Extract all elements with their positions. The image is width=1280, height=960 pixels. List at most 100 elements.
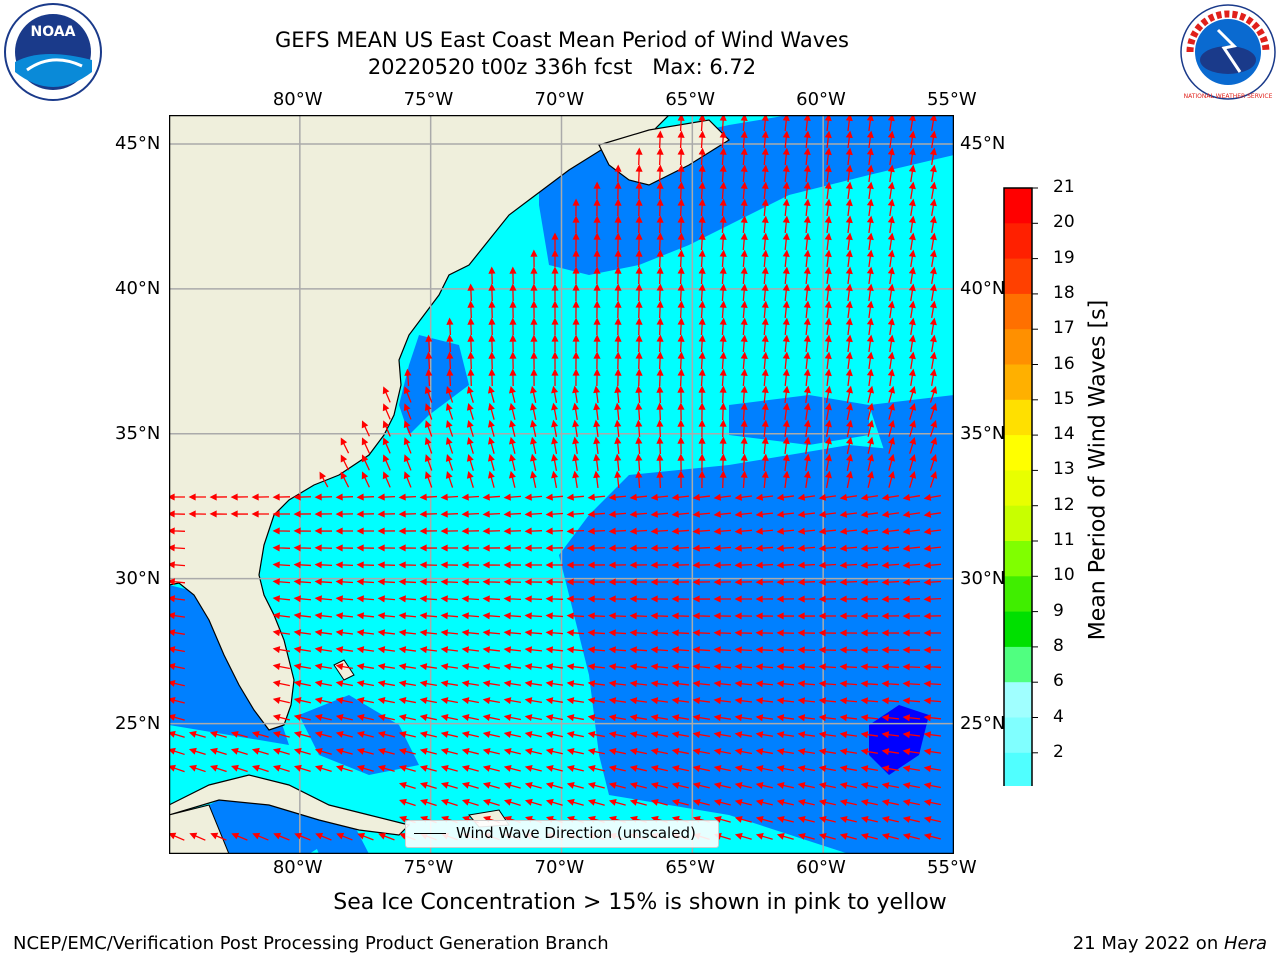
wave-direction-arrow [818, 697, 837, 705]
wave-direction-arrow [230, 493, 249, 501]
wave-direction-arrow [881, 697, 900, 705]
wave-direction-arrow [272, 578, 291, 586]
wave-direction-arrow [635, 266, 643, 285]
wave-direction-arrow [377, 747, 395, 755]
wave-direction-arrow [929, 386, 938, 403]
noaa-logo-icon: NOAA [4, 3, 102, 101]
wave-direction-arrow [866, 215, 874, 234]
wave-direction-arrow [656, 402, 664, 421]
wave-direction-arrow [692, 646, 711, 654]
wave-direction-arrow [755, 748, 773, 756]
wave-direction-arrow [169, 544, 186, 552]
wave-direction-arrow [803, 198, 811, 217]
wave-direction-arrow [356, 561, 375, 569]
wave-direction-arrow [424, 437, 433, 454]
wave-direction-arrow [377, 493, 396, 501]
wave-direction-arrow [488, 283, 496, 302]
wave-direction-arrow [336, 832, 353, 841]
wave-direction-arrow [467, 351, 475, 370]
colorbar-segment [1004, 717, 1032, 754]
wave-direction-arrow [314, 697, 332, 704]
wave-direction-arrow [488, 300, 496, 319]
wave-direction-arrow [839, 646, 858, 654]
wave-direction-arrow [650, 544, 669, 552]
wave-direction-arrow [593, 215, 601, 234]
wave-direction-arrow [335, 663, 353, 671]
wave-direction-arrow [776, 544, 795, 552]
wave-direction-arrow [314, 764, 332, 772]
wave-direction-arrow [692, 697, 711, 705]
wave-direction-arrow [419, 747, 437, 755]
nws-logo-text: NATIONAL WEATHER SERVICE [1184, 93, 1273, 100]
wave-direction-arrow [671, 646, 690, 654]
wave-direction-arrow [335, 578, 354, 586]
wave-direction-arrow [866, 164, 874, 183]
wave-direction-arrow [629, 765, 647, 772]
wave-direction-arrow [887, 215, 895, 234]
wave-direction-arrow [487, 453, 495, 471]
wave-direction-arrow [335, 646, 354, 654]
wave-direction-arrow [755, 782, 773, 789]
wave-direction-arrow [398, 697, 416, 705]
wave-direction-arrow [587, 714, 605, 722]
wave-direction-arrow [860, 782, 878, 790]
wave-direction-arrow [545, 510, 564, 518]
map-panel [169, 115, 954, 854]
wave-direction-arrow [656, 470, 664, 489]
wave-direction-arrow [929, 147, 937, 165]
wave-direction-arrow [231, 764, 248, 773]
wave-direction-arrow [692, 612, 711, 620]
wave-direction-arrow [545, 646, 564, 654]
wave-direction-arrow [713, 578, 732, 586]
lat-tick-label-right: 45°N [960, 132, 1006, 154]
wave-direction-arrow [761, 198, 769, 217]
wave-direction-arrow [881, 714, 900, 722]
wave-direction-arrow [293, 747, 311, 755]
wave-direction-arrow [860, 731, 879, 739]
wave-direction-arrow [440, 714, 458, 721]
wave-direction-arrow [677, 402, 685, 421]
wave-direction-arrow [839, 612, 858, 620]
wave-direction-arrow [734, 629, 753, 637]
wave-direction-arrow [509, 368, 517, 387]
wave-direction-arrow [593, 317, 601, 336]
lon-tick-label-top: 75°W [403, 89, 454, 110]
wave-direction-arrow [881, 799, 899, 806]
wave-direction-arrow [755, 663, 774, 671]
wave-direction-arrow [593, 402, 601, 421]
wave-direction-arrow [671, 765, 689, 772]
wave-direction-arrow [902, 561, 921, 569]
wave-direction-arrow [593, 351, 601, 370]
wave-direction-arrow [866, 351, 874, 370]
wave-direction-arrow [740, 147, 748, 166]
wave-direction-arrow [614, 215, 622, 234]
wave-direction-arrow [614, 232, 622, 251]
wave-direction-arrow [587, 646, 606, 654]
wave-direction-arrow [382, 454, 391, 471]
wave-direction-arrow [551, 368, 559, 387]
wave-direction-arrow [356, 697, 374, 704]
wave-direction-arrow [782, 283, 790, 302]
wave-direction-arrow [382, 437, 391, 454]
lon-tick-label-bottom: 80°W [272, 857, 323, 878]
wave-direction-arrow [782, 164, 790, 183]
wave-direction-arrow [929, 130, 937, 148]
wave-direction-arrow [403, 420, 412, 437]
wave-direction-arrow [818, 561, 837, 569]
wave-direction-arrow [740, 249, 748, 268]
wave-direction-arrow [545, 764, 563, 772]
wave-direction-arrow [335, 714, 353, 721]
wave-direction-arrow [509, 300, 517, 319]
wave-direction-arrow [671, 798, 689, 806]
wave-direction-arrow [698, 130, 706, 149]
wave-direction-arrow [530, 453, 537, 471]
wave-direction-arrow [824, 232, 832, 251]
wave-direction-arrow [377, 697, 395, 705]
wave-direction-arrow [713, 731, 731, 739]
wave-direction-arrow [902, 510, 921, 518]
wave-direction-arrow [608, 697, 627, 705]
wave-direction-arrow [635, 249, 643, 268]
wave-direction-arrow [656, 300, 664, 319]
wave-direction-arrow [356, 578, 375, 586]
wave-direction-arrow [356, 527, 375, 535]
